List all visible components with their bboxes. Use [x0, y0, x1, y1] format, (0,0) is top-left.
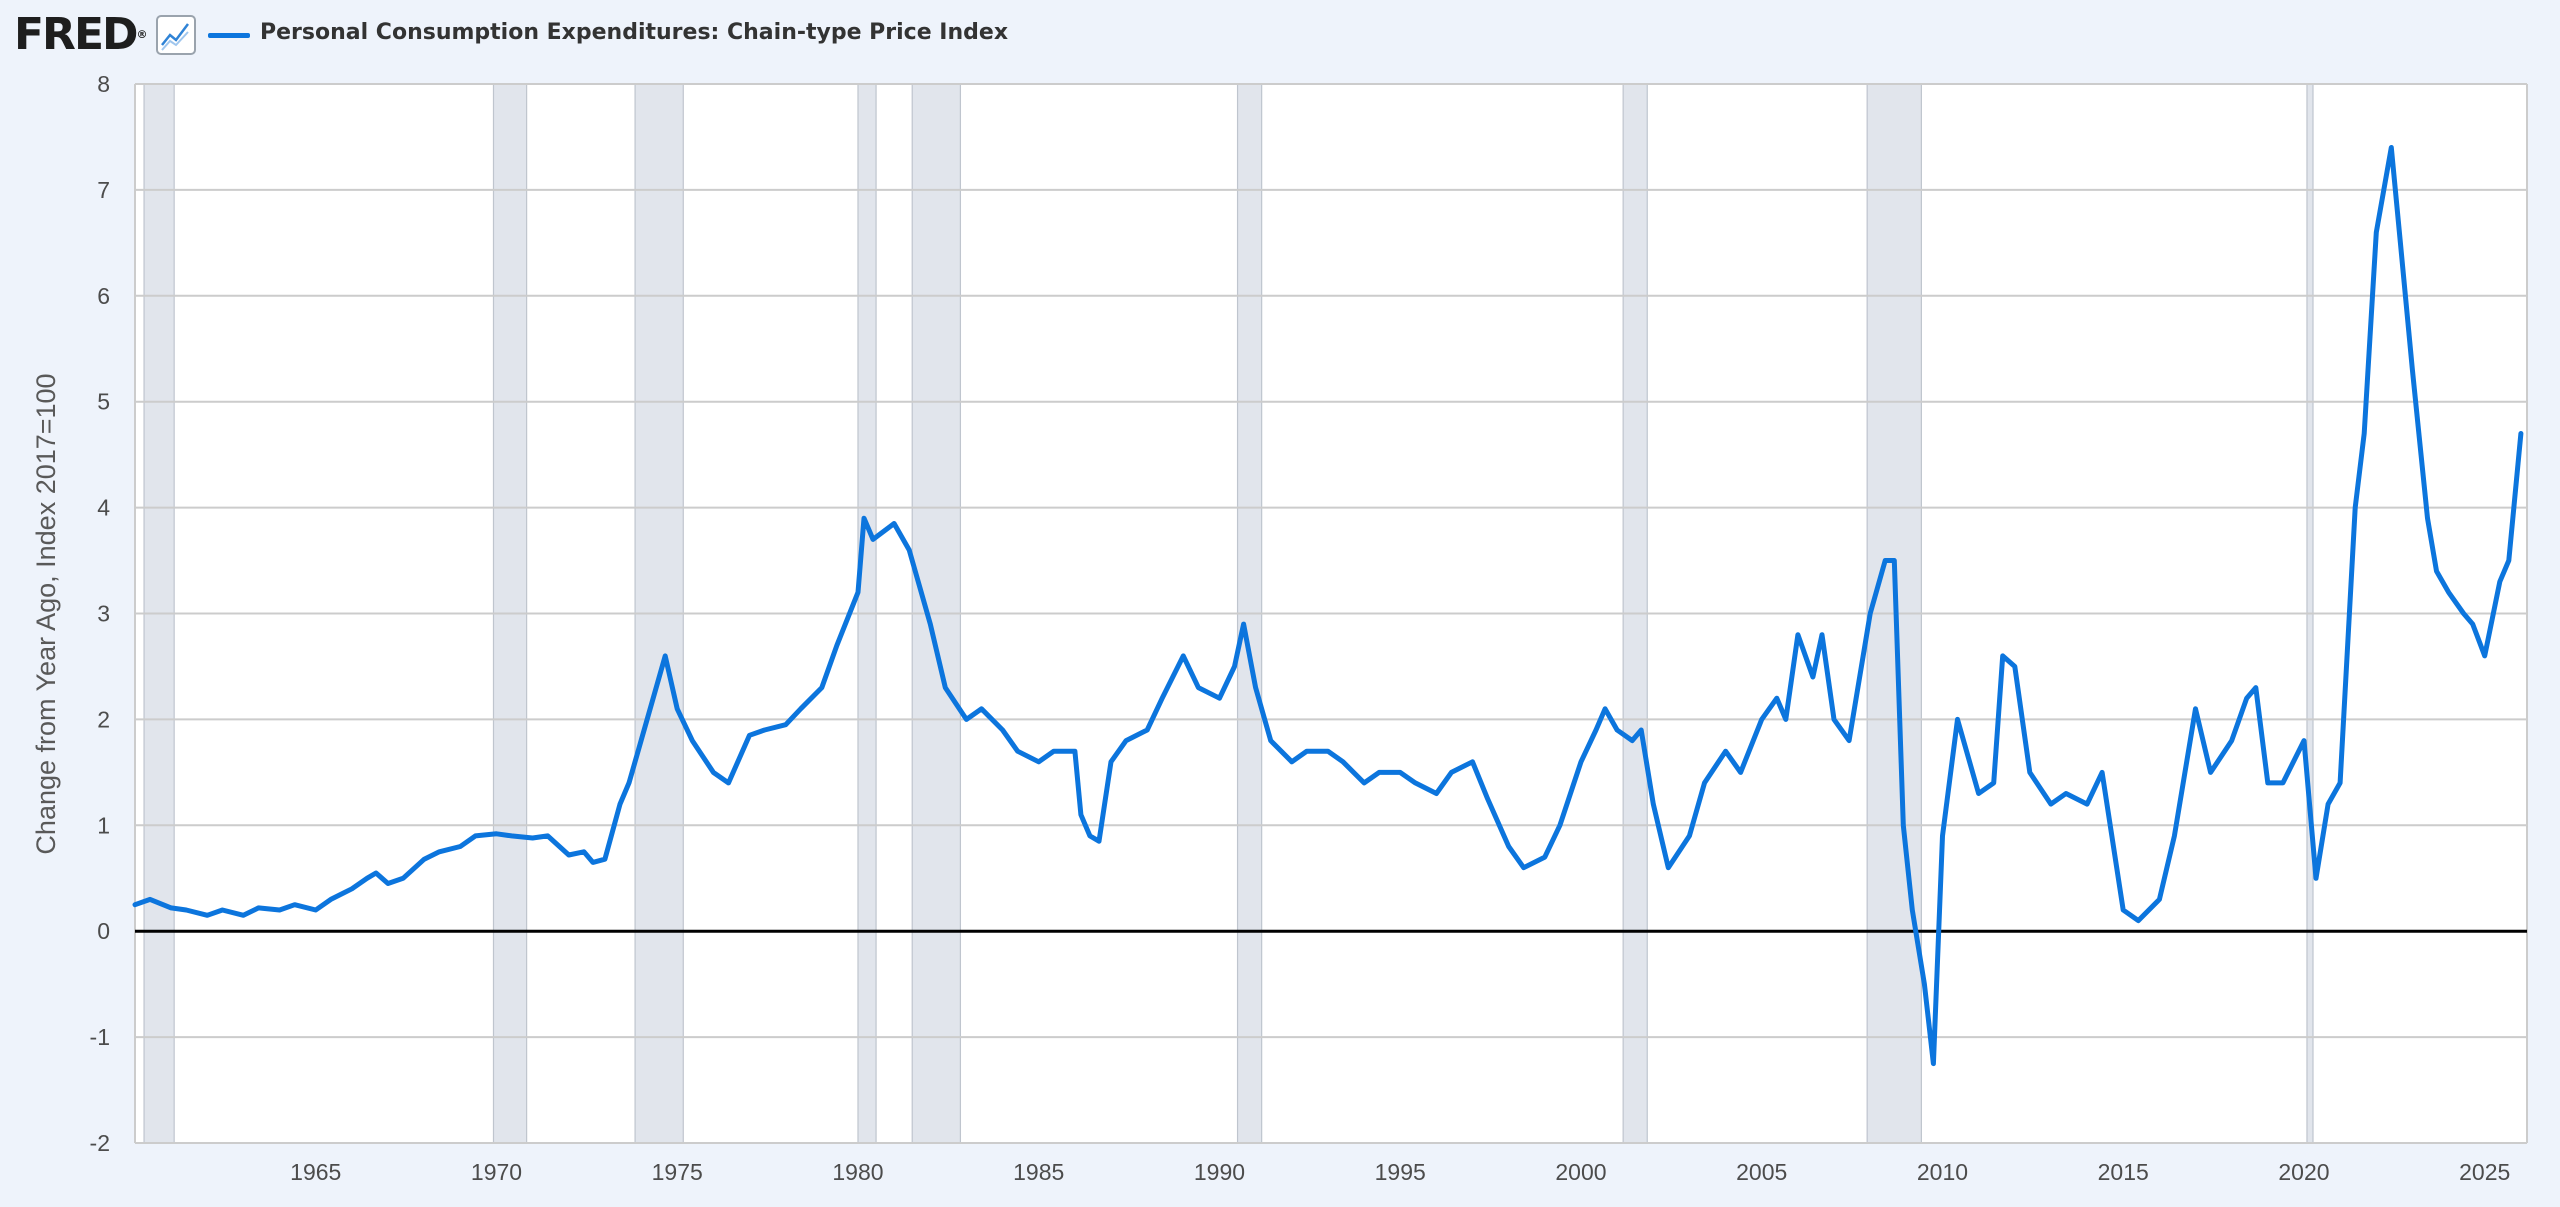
series-title[interactable]: Personal Consumption Expenditures: Chain… — [260, 20, 1009, 45]
chart-header: FRED® Personal Consumption Expenditures:… — [0, 0, 2560, 68]
x-tick-label: 1995 — [1375, 1159, 1426, 1185]
x-tick-label: 2000 — [1555, 1159, 1606, 1185]
y-tick-label: -1 — [90, 1024, 110, 1050]
y-tick-label: 5 — [97, 389, 110, 415]
line-chart-icon-glyph — [161, 23, 189, 51]
y-tick-label: 6 — [97, 283, 110, 309]
x-tick-label: 2015 — [2098, 1159, 2149, 1185]
registered-mark: ® — [136, 28, 148, 41]
y-tick-label: 2 — [97, 706, 110, 732]
legend-swatch — [208, 33, 250, 38]
y-axis-label: Change from Year Ago, Index 2017=100 — [31, 373, 61, 854]
x-tick-label: 2025 — [2459, 1159, 2510, 1185]
x-tick-label: 1990 — [1194, 1159, 1245, 1185]
x-tick-label: 2005 — [1736, 1159, 1787, 1185]
y-tick-label: -2 — [90, 1130, 110, 1156]
x-tick-label: 1965 — [290, 1159, 341, 1185]
x-tick-label: 2020 — [2278, 1159, 2329, 1185]
x-tick-label: 1985 — [1013, 1159, 1064, 1185]
y-tick-label: 3 — [97, 601, 110, 627]
fred-logo[interactable]: FRED® — [14, 10, 148, 60]
x-tick-label: 1970 — [471, 1159, 522, 1185]
line-chart-icon[interactable] — [156, 15, 196, 55]
y-tick-label: 8 — [97, 71, 110, 97]
x-tick-label: 1980 — [832, 1159, 883, 1185]
x-axis-ticks: 1965 1970 1975 1980 1985 1990 1995 2000 2005 2010… — [290, 1159, 2510, 1185]
y-tick-label: 1 — [97, 812, 110, 838]
y-tick-label: 4 — [97, 495, 110, 521]
series-line[interactable] — [132, 145, 2524, 1067]
x-tick-label: 2010 — [1917, 1159, 1968, 1185]
grid — [134, 83, 2528, 1144]
x-tick-label: 1975 — [652, 1159, 703, 1185]
logo-text: FRED — [14, 9, 139, 60]
y-tick-label: 0 — [97, 918, 110, 944]
y-axis-ticks: 8 7 6 5 4 3 2 1 0 -1 -2 — [90, 71, 111, 1156]
y-tick-label: 7 — [97, 177, 110, 203]
